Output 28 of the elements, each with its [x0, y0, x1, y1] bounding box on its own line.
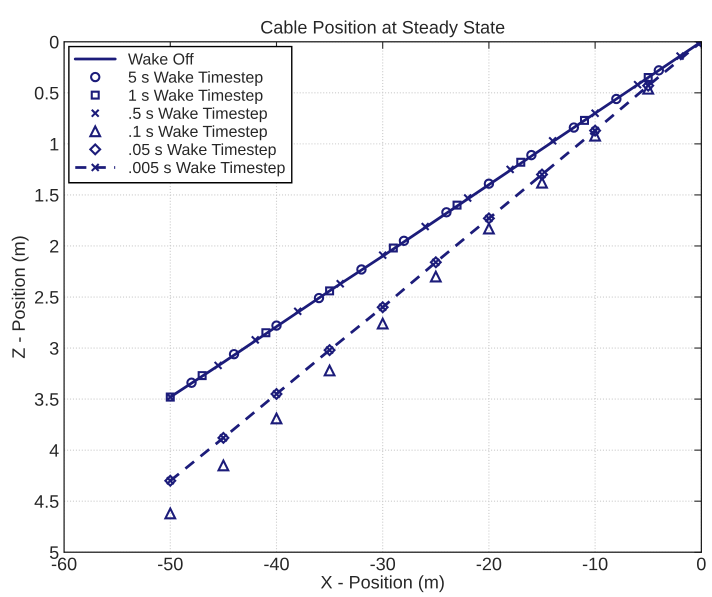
- y-tick-label: 4: [50, 444, 59, 457]
- y-tick-label: 1: [50, 138, 58, 150]
- y-tick-label: 2: [50, 240, 58, 253]
- y-axis-title: Z - Position (m): [12, 236, 29, 358]
- y-tick-label: 2.5: [35, 290, 58, 304]
- y-tick-label: 4.5: [34, 495, 58, 508]
- x-tick-label: -10: [582, 558, 608, 570]
- legend-label: .005 s Wake Timestep: [129, 161, 285, 176]
- x-tick-label: 0: [697, 558, 706, 570]
- y-tick-label: 0: [50, 36, 59, 49]
- x-axis-title: X - Position (m): [320, 575, 444, 592]
- y-tick-label: 0.5: [34, 86, 58, 100]
- chart-title: Cable Position at Steady State: [261, 20, 504, 38]
- x-tick-label: -30: [370, 558, 396, 570]
- legend-label: Wake Off: [128, 52, 194, 65]
- x-tick-label: -40: [264, 558, 289, 570]
- y-tick-label: 5: [50, 546, 58, 559]
- x-tick-label: -20: [476, 558, 502, 570]
- x-tick-label: -50: [158, 558, 183, 570]
- y-tick-label: 3: [50, 342, 58, 355]
- legend-label: .1 s Wake Timestep: [129, 125, 267, 140]
- y-tick-label: 1.5: [36, 189, 58, 202]
- legend-label: 1 s Wake Timestep: [129, 89, 263, 104]
- legend-label: .5 s Wake Timestep: [129, 107, 267, 122]
- legend-label: 5 s Wake Timestep: [128, 71, 263, 86]
- x-tick-label: -60: [52, 558, 76, 570]
- y-tick-label: 3.5: [34, 393, 58, 406]
- legend-label: .05 s Wake Timestep: [129, 143, 276, 158]
